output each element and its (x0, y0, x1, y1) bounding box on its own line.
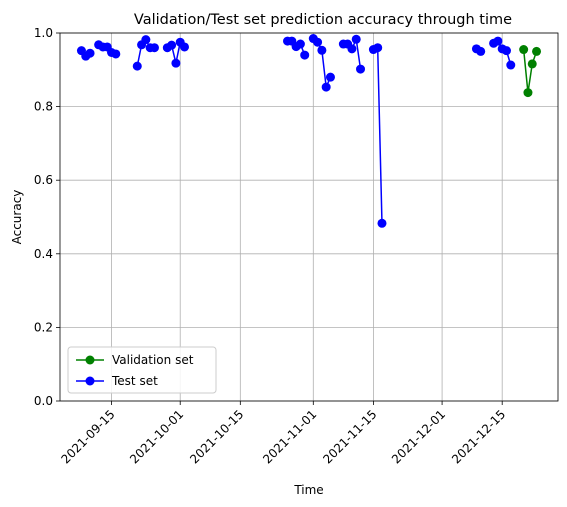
data-point (493, 36, 503, 46)
data-point (300, 50, 310, 60)
series-line (373, 46, 383, 224)
y-tick-label: 0.4 (34, 247, 53, 261)
chart-title: Validation/Test set prediction accuracy … (134, 12, 512, 28)
data-point (171, 58, 181, 68)
y-tick-label: 0.2 (34, 320, 53, 334)
data-point (347, 44, 357, 54)
data-point (141, 35, 151, 45)
x-tick-label: 2021-10-01 (127, 407, 186, 466)
data-point (501, 46, 511, 56)
data-point (506, 60, 516, 70)
series-line (522, 49, 538, 94)
y-tick-label: 0.6 (34, 173, 53, 187)
series-lines (76, 34, 542, 228)
data-point (132, 61, 142, 71)
data-point (523, 88, 533, 98)
y-tick-label: 0.0 (34, 394, 53, 408)
data-point (317, 45, 327, 55)
x-tick-label: 2021-12-15 (449, 407, 508, 466)
data-point (356, 64, 366, 74)
data-point (313, 37, 323, 47)
legend-box (67, 346, 217, 394)
y-tick-label: 1.0 (34, 26, 53, 40)
x-tick-label: 2021-12-01 (389, 407, 448, 466)
plot-frame (59, 32, 559, 402)
data-point (325, 72, 335, 82)
y-axis-label: Accuracy (10, 190, 24, 245)
data-point (476, 46, 486, 56)
x-tick-label: 2021-09-15 (58, 407, 117, 466)
data-point (527, 59, 537, 69)
legend-marker (85, 355, 95, 365)
data-point (167, 40, 177, 50)
legend-label: Test set (111, 374, 158, 388)
data-point (85, 48, 95, 58)
x-axis-label: Time (293, 483, 323, 497)
data-point (519, 45, 529, 55)
x-tick-label: 2021-11-01 (260, 407, 319, 466)
data-point (321, 82, 331, 92)
x-tick-label: 2021-10-15 (187, 407, 246, 466)
grid-lines (60, 32, 558, 402)
data-point (295, 39, 305, 49)
data-point (373, 43, 383, 53)
legend-marker (85, 376, 95, 386)
y-tick-label: 0.8 (34, 100, 53, 114)
chart-legend: Validation set Test set (67, 346, 217, 394)
data-point (180, 42, 189, 52)
legend-label: Validation set (112, 353, 194, 367)
data-point (377, 218, 387, 228)
data-point (111, 49, 121, 59)
data-point (351, 34, 361, 44)
x-tick-label: 2021-11-15 (320, 407, 379, 466)
data-point (532, 46, 542, 56)
data-point (149, 43, 159, 53)
